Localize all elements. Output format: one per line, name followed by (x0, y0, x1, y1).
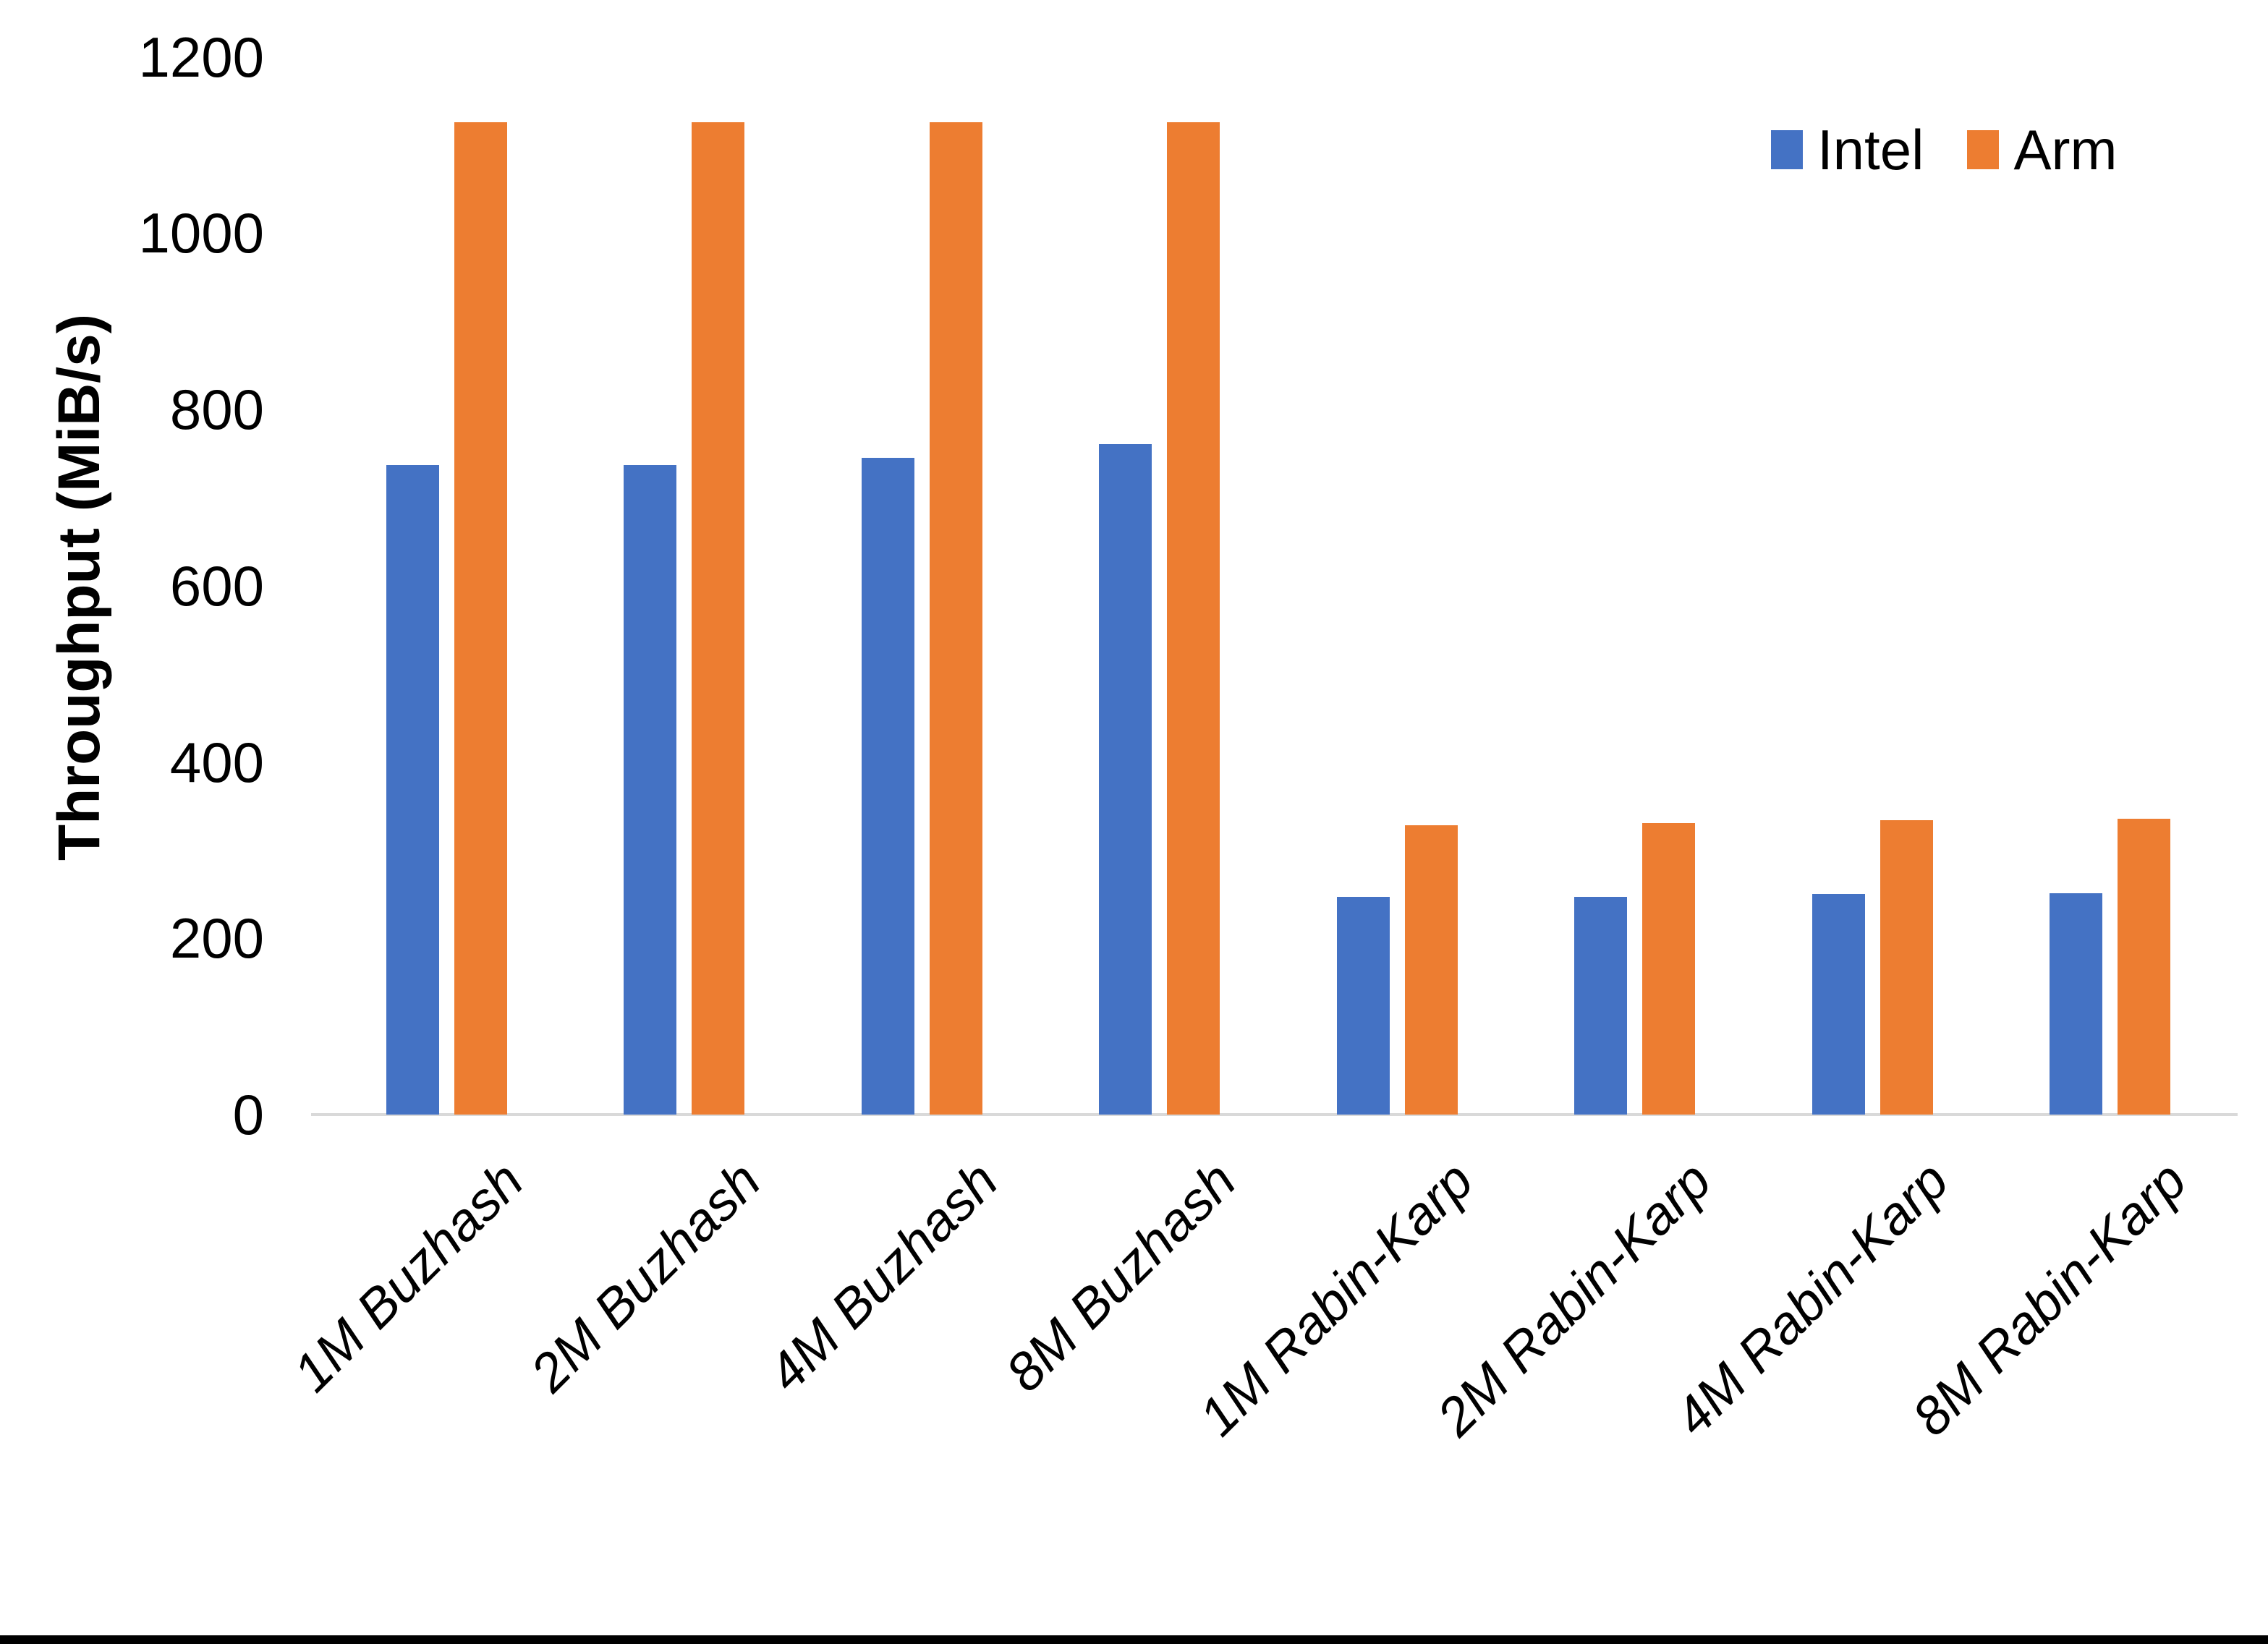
x-axis-line (311, 1113, 2238, 1116)
y-tick-label-800: 800 (169, 378, 264, 441)
x-category-label-4m-rabin-karp: 4M Rabin-Karp (1662, 1150, 1960, 1447)
x-category-label-2m-buzhash: 2M Buzhash (519, 1150, 772, 1403)
y-tick-label-200: 200 (169, 906, 264, 971)
bar-arm-4m-rabin-karp (1880, 819, 1933, 1115)
legend-swatch-intel (1771, 130, 1803, 169)
legend-swatch-arm (1967, 130, 2000, 169)
x-category-label-8m-rabin-karp: 8M Rabin-Karp (1900, 1150, 2198, 1447)
bar-intel-1m-rabin-karp (1336, 896, 1390, 1115)
bar-arm-1m-rabin-karp (1404, 825, 1458, 1115)
bar-intel-2m-buzhash (624, 464, 677, 1115)
bar-intel-2m-rabin-karp (1574, 896, 1628, 1115)
bar-intel-8m-rabin-karp (2050, 893, 2102, 1115)
bottom-border-line (0, 1635, 2268, 1644)
bar-arm-2m-rabin-karp (1642, 822, 1696, 1115)
x-category-label-1m-buzhash: 1M Buzhash (281, 1150, 535, 1403)
y-tick-label-1200: 1200 (138, 25, 264, 89)
bar-intel-4m-rabin-karp (1812, 894, 1865, 1115)
bar-arm-4m-buzhash (929, 122, 982, 1115)
y-tick-label-400: 400 (169, 730, 264, 794)
y-tick-label-0: 0 (232, 1083, 264, 1146)
legend-item-arm: Arm (1967, 122, 2117, 178)
legend-label-intel: Intel (1817, 118, 1924, 182)
legend-item-intel: Intel (1771, 122, 1924, 178)
bar-arm-8m-buzhash (1167, 122, 1220, 1115)
bar-arm-8m-rabin-karp (2118, 818, 2170, 1115)
y-tick-label-600: 600 (169, 553, 264, 618)
x-category-label-2m-rabin-karp: 2M Rabin-Karp (1424, 1150, 1723, 1447)
bar-arm-2m-buzhash (692, 122, 745, 1115)
y-tick-label-1000: 1000 (138, 201, 264, 265)
legend-label-arm: Arm (2013, 118, 2118, 182)
bar-intel-8m-buzhash (1099, 443, 1152, 1115)
x-category-label-1m-rabin-karp: 1M Rabin-Karp (1187, 1150, 1485, 1447)
bar-arm-1m-buzhash (454, 122, 507, 1115)
bar-intel-4m-buzhash (861, 458, 914, 1115)
x-category-label-4m-buzhash: 4M Buzhash (756, 1150, 1010, 1403)
x-category-label-8m-buzhash: 8M Buzhash (994, 1150, 1247, 1403)
bar-intel-1m-buzhash (386, 464, 439, 1115)
legend: Intel Arm (1771, 122, 2117, 178)
